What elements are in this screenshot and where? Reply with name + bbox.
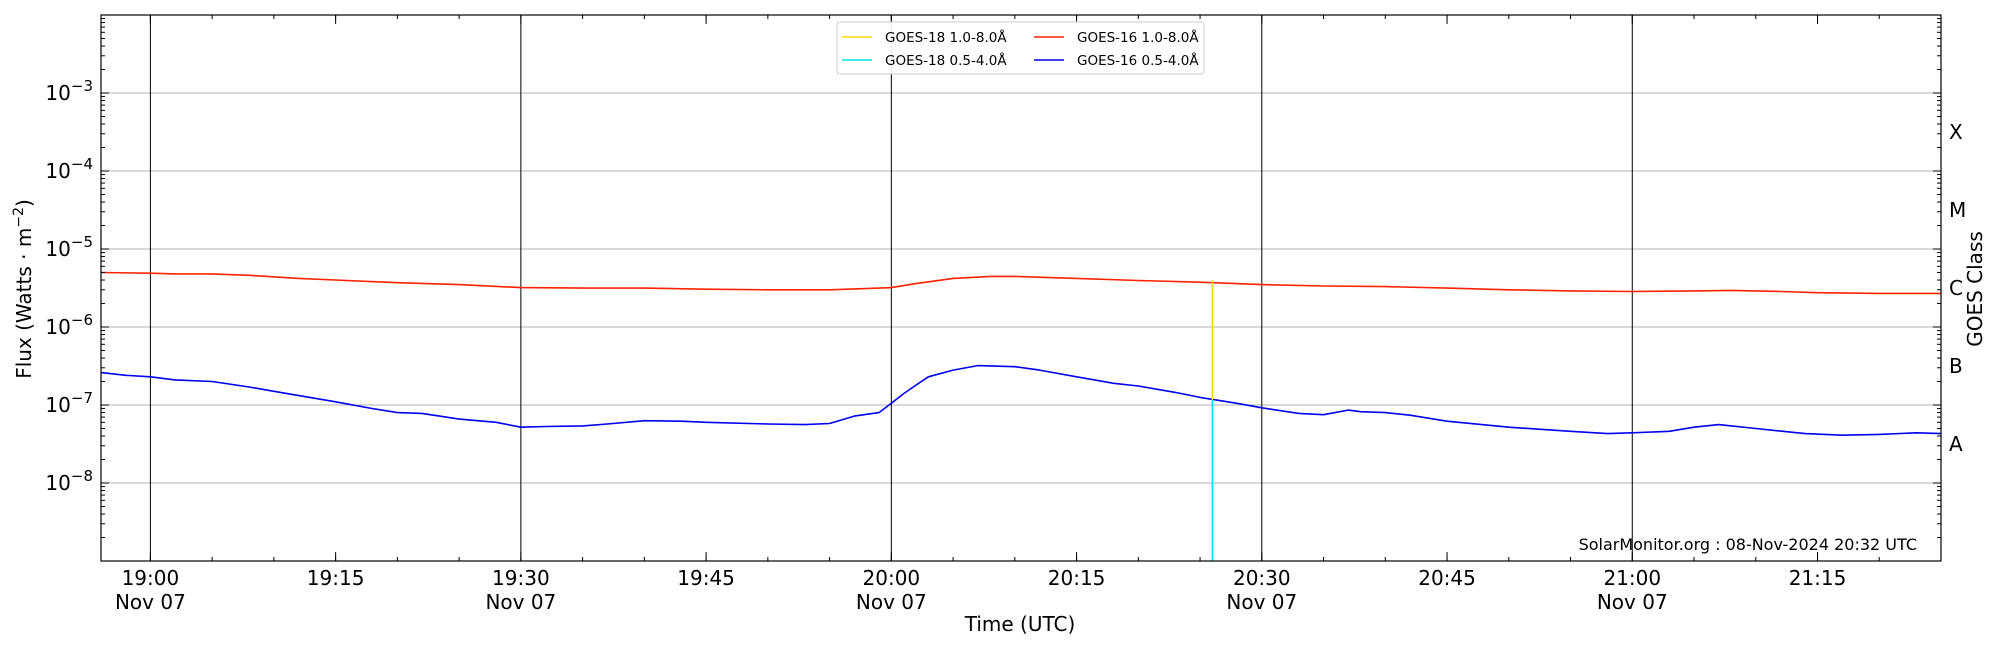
x-tick-label: 20:15 (1048, 566, 1106, 590)
y-tick-label: 10−6 (45, 311, 93, 339)
x-tick-date-label: Nov 07 (485, 590, 556, 614)
legend-label: GOES-16 1.0-8.0Å (1077, 29, 1199, 46)
goes-class-label: X (1949, 120, 1963, 144)
legend: GOES-18 1.0-8.0Å GOES-18 0.5-4.0Å GOES-16 … (836, 21, 1205, 75)
x-tick-label: 20:45 (1418, 566, 1476, 590)
grid-layer (101, 92, 1941, 484)
plot-frame (100, 14, 1942, 562)
x-tick-label: 19:00 (122, 566, 180, 590)
x-tick-label: 19:45 (677, 566, 735, 590)
y-tick-label: 10−4 (45, 155, 93, 183)
y-axis-title: Flux (Watts · m−2) (11, 199, 36, 379)
y-tick-label: 10−5 (45, 233, 93, 261)
legend-box (836, 21, 1205, 75)
legend-label: GOES-16 0.5-4.0Å (1077, 52, 1199, 69)
x-tick-label: 20:30 (1233, 566, 1291, 590)
x-axis-title: Time (UTC) (964, 612, 1076, 636)
y2-axis-title: GOES Class (1963, 231, 1987, 347)
y-axis-title-sup: −2 (11, 207, 27, 228)
series-line (100, 271, 1941, 295)
y-tick-label: 10−8 (45, 467, 93, 495)
goes-class-label: C (1949, 276, 1963, 300)
watermark: SolarMonitor.org : 08-Nov-2024 20:32 UTC (1579, 535, 1917, 554)
x-tick-date-label: Nov 07 (1226, 590, 1297, 614)
legend-label: GOES-18 0.5-4.0Å (885, 52, 1007, 69)
y-tick-label: 10−3 (45, 77, 93, 105)
x-tick-label: 19:15 (307, 566, 365, 590)
goes-class-label: B (1949, 354, 1963, 378)
y-tick-label: 10−7 (45, 389, 93, 417)
y-axis-title-close: ) (12, 199, 36, 207)
series-line (100, 364, 1942, 436)
goes-class-label: M (1949, 198, 1966, 222)
goes-class-label: A (1949, 432, 1963, 456)
x-tick-label: 21:15 (1789, 566, 1847, 590)
x-tick-label: 20:00 (863, 566, 921, 590)
legend-label: GOES-18 1.0-8.0Å (885, 29, 1007, 46)
series-layer (100, 271, 1942, 561)
x-tick-label: 21:00 (1603, 566, 1661, 590)
x-tick-label: 19:30 (492, 566, 550, 590)
y-axis-title-main: Flux (Watts · m (12, 228, 36, 379)
x-tick-date-label: Nov 07 (1597, 590, 1668, 614)
x-tick-date-label: Nov 07 (115, 590, 186, 614)
x-tick-date-label: Nov 07 (856, 590, 927, 614)
